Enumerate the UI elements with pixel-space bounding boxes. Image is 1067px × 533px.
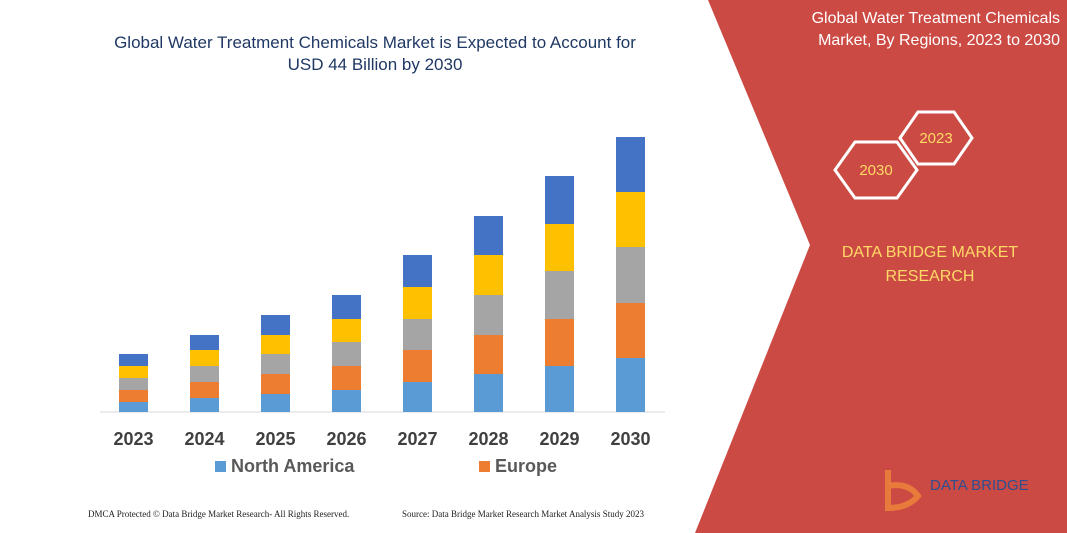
logo-text: DATA BRIDGE [930, 477, 1029, 494]
bar-segment [261, 374, 290, 394]
bar-segment [261, 335, 290, 354]
chart-title: Global Water Treatment Chemicals Market … [114, 33, 636, 74]
title-box: Global Water Treatment Chemicals Market … [114, 33, 636, 74]
bar-segment [119, 402, 148, 412]
bar-segment [545, 176, 574, 224]
bar-segment [545, 319, 574, 366]
bar-segment [474, 255, 503, 295]
bar-segment [474, 295, 503, 335]
x-tick-label: 2025 [255, 429, 295, 449]
bar-segment [119, 366, 148, 378]
side-panel [695, 0, 1067, 533]
hexagon [898, 110, 974, 166]
bar-segment [403, 287, 432, 319]
bar-segment [474, 374, 503, 412]
panel-title: Global Water Treatment Chemicals Market,… [811, 10, 1060, 49]
bar-segment [261, 354, 290, 374]
bar-segment [545, 224, 574, 271]
bar-segment [190, 366, 219, 382]
hexagon [833, 140, 919, 200]
bar-segment [403, 350, 432, 382]
legend-swatch [215, 461, 226, 472]
bar-segment [545, 271, 574, 319]
bar-segment [261, 315, 290, 335]
bar-segment [616, 358, 645, 412]
bar-segment [332, 342, 361, 366]
hex-label: 2023 [919, 130, 952, 147]
bar-segment [332, 295, 361, 319]
legend-label: North America [231, 456, 355, 476]
logo-icon [885, 470, 922, 512]
footer-left: DMCA Protected © Data Bridge Market Rese… [88, 509, 349, 519]
bar-segment [616, 247, 645, 303]
bar-segment [403, 255, 432, 287]
bar-segment [190, 398, 219, 412]
x-tick-label: 2029 [539, 429, 579, 449]
bar-segment [119, 390, 148, 402]
bar-segment [474, 335, 503, 374]
panel-title-box: Global Water Treatment Chemicals Market,… [811, 10, 1060, 49]
legend-label: Europe [495, 456, 557, 476]
bar-segment [119, 378, 148, 390]
bar-segment [545, 366, 574, 412]
bar-segment [403, 382, 432, 412]
bar-segment [190, 382, 219, 398]
legend-swatch [479, 461, 490, 472]
hex-label: 2030 [859, 162, 892, 179]
bar-segment [119, 354, 148, 366]
x-tick-label: 2023 [113, 429, 153, 449]
bar-segment [616, 192, 645, 247]
bar-segment [332, 366, 361, 390]
brand: DATA BRIDGE MARKET RESEARCH [841, 244, 1019, 285]
brand-box: DATA BRIDGE MARKET RESEARCH [841, 244, 1019, 285]
bar-segment [616, 137, 645, 192]
bar-segment [332, 319, 361, 342]
bar-segment [190, 350, 219, 366]
x-tick-label: 2028 [468, 429, 508, 449]
bar-segment [403, 319, 432, 350]
x-tick-label: 2030 [610, 429, 650, 449]
footer-right: Source: Data Bridge Market Research Mark… [402, 509, 644, 519]
x-tick-label: 2024 [184, 429, 224, 449]
bar-segment [474, 216, 503, 255]
bar-segment [190, 335, 219, 350]
x-tick-label: 2026 [326, 429, 366, 449]
bar-segment [261, 394, 290, 412]
x-tick-label: 2027 [397, 429, 437, 449]
bar-segment [616, 303, 645, 358]
bar-segment [332, 390, 361, 412]
